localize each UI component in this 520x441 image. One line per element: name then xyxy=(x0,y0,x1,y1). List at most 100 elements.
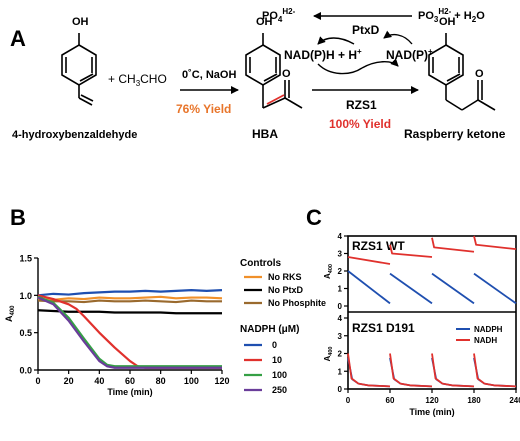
b-x-tick-label: 20 xyxy=(64,376,74,386)
c-y-tick-label: 0 xyxy=(338,302,343,311)
c-series-line-nadh xyxy=(347,353,391,388)
b-series-line-10 xyxy=(37,294,222,369)
phosphite: PO3H2- + H2O xyxy=(418,7,485,24)
c-series-line-nadph xyxy=(431,357,475,388)
c-series-line-nadph xyxy=(347,357,391,388)
b-x-tick-label: 60 xyxy=(125,376,135,386)
reactant1-oh: OH xyxy=(72,16,89,28)
panel-b: B 0.0 0.5 1.0 1.5 0 20 40 60 80 100 120 Time (min) A… xyxy=(4,205,326,397)
b-legend-title-nadph: NADPH (μM) xyxy=(240,324,299,335)
hba-structure xyxy=(245,33,303,109)
b-x-tick-label: 120 xyxy=(214,376,229,386)
b-y-tick-label: 1.5 xyxy=(19,254,32,264)
b-legend-label: No Phosphite xyxy=(268,298,326,308)
b-legend-title-controls: Controls xyxy=(240,258,282,269)
c-y-axis-title: A400 xyxy=(323,347,334,362)
product-oh: OH xyxy=(439,16,456,28)
b-series-line-0 xyxy=(37,289,223,297)
chart-c: 0 1 2 3 4 A400 RZS1 WT 0 1 2 3 4 A400 RZS1 D191 0 60 120… xyxy=(323,232,520,417)
c-y-tick-label: 4 xyxy=(338,314,343,323)
c-series-line-nadh xyxy=(473,353,517,388)
c-series-line-nadph xyxy=(389,357,433,388)
hba-ketone-o: O xyxy=(282,68,291,80)
b-legend-label: 0 xyxy=(272,340,277,350)
phosphate: PO4H2- xyxy=(262,7,296,24)
panel-b-label: B xyxy=(10,205,26,230)
ptxd-label: PtxD xyxy=(352,23,380,37)
cycle-arrow-bottom-right xyxy=(361,58,399,69)
cycle-arrow-right xyxy=(383,30,413,45)
b-y-tick-label: 1.0 xyxy=(19,291,32,301)
c-x-tick-label: 120 xyxy=(425,396,439,405)
product-ketone-o: O xyxy=(475,68,484,80)
b-y-tick-label: 0.5 xyxy=(19,328,32,338)
c-series-line-nadh xyxy=(389,244,433,258)
intermediate-name: HBA xyxy=(252,127,278,141)
c-series-line-nadh xyxy=(431,353,475,388)
b-x-axis-title: Time (min) xyxy=(107,387,152,397)
b-series-line-250 xyxy=(37,296,222,369)
c-series-line-nadph xyxy=(347,270,391,305)
c-y-axis-title: A400 xyxy=(323,264,334,279)
yield-2: 100% Yield xyxy=(329,117,391,131)
c-y-tick-label: 1 xyxy=(338,285,343,294)
reaction-conditions: 0˚C, NaOH xyxy=(182,69,236,81)
b-legend-label: No PtxD xyxy=(268,285,304,295)
panel-c-label: C xyxy=(306,205,322,230)
intermediate-oh: OH xyxy=(256,16,273,28)
yield-1: 76% Yield xyxy=(176,102,231,116)
c-y-tick-label: 0 xyxy=(338,385,343,394)
c-y-tick-label: 3 xyxy=(338,250,343,259)
c-series-line-nadph xyxy=(473,272,517,305)
c-series-line-nadh xyxy=(473,235,517,251)
c-y-tick-label: 2 xyxy=(338,267,343,276)
hydroxybenzaldehyde-structure xyxy=(61,33,97,106)
b-legend-label: No RKS xyxy=(268,272,302,282)
b-series-line-no-rks xyxy=(37,295,223,301)
b-y-tick-label: 0.0 xyxy=(19,366,32,376)
acetaldehyde: + CH3CHO xyxy=(108,72,167,88)
c-x-tick-label: 0 xyxy=(346,396,351,405)
c-series-line-nadh xyxy=(389,353,433,388)
c-x-tick-label: 240 xyxy=(509,396,520,405)
c-x-tick-label: 60 xyxy=(386,396,395,405)
c-y-tick-label: 2 xyxy=(338,350,343,359)
enzyme-label: RZS1 xyxy=(346,98,377,112)
c-series-line-nadph xyxy=(473,357,517,388)
b-x-tick-label: 40 xyxy=(94,376,104,386)
c-series-line-nadph xyxy=(431,272,475,305)
panel-c: C 0 1 2 3 4 A400 RZS1 WT 0 1 2 3 4 A400 RZS1 D191 0 60 1… xyxy=(306,205,520,417)
c-x-axis-title: Time (min) xyxy=(409,407,454,417)
c-legend-label: NADPH xyxy=(474,325,503,334)
c-series-line-nadh xyxy=(347,256,391,265)
c-chart-title: RZS1 D191 xyxy=(352,321,415,335)
b-x-tick-label: 80 xyxy=(156,376,166,386)
chart-b: 0.0 0.5 1.0 1.5 0 20 40 60 80 100 120 Time (min) A40… xyxy=(4,254,326,398)
b-legend-label: 10 xyxy=(272,355,282,365)
raspberry-ketone-structure xyxy=(428,33,496,111)
b-series-line-no-phosphite xyxy=(37,299,222,304)
b-series-line-no-ptxd xyxy=(37,309,222,315)
c-x-tick-label: 180 xyxy=(467,396,481,405)
c-legend-label: NADH xyxy=(474,336,497,345)
cycle-arrow-top xyxy=(317,36,355,45)
b-series-line-100 xyxy=(37,295,222,368)
product-name: Raspberry ketone xyxy=(404,127,506,141)
nadph-left: NAD(P)H + H+ xyxy=(284,47,362,62)
panel-a: A OH 4-hydroxybenzaldehyde + CH3CHO 0˚C,… xyxy=(10,7,506,141)
c-series-line-nadph xyxy=(389,272,433,305)
panel-a-label: A xyxy=(10,26,26,51)
b-legend-label: 100 xyxy=(272,370,287,380)
b-y-axis-title: A400 xyxy=(4,305,16,322)
reactant1-name: 4-hydroxybenzaldehyde xyxy=(12,129,137,141)
c-y-tick-label: 1 xyxy=(338,367,343,376)
cycle-arrow-bottom-left xyxy=(317,63,363,75)
c-chart-title: RZS1 WT xyxy=(352,239,405,253)
double-bond-highlight xyxy=(266,94,285,105)
c-y-tick-label: 3 xyxy=(338,332,343,341)
b-legend-label: 250 xyxy=(272,385,287,395)
c-y-tick-label: 4 xyxy=(338,232,343,241)
b-x-tick-label: 100 xyxy=(184,376,199,386)
